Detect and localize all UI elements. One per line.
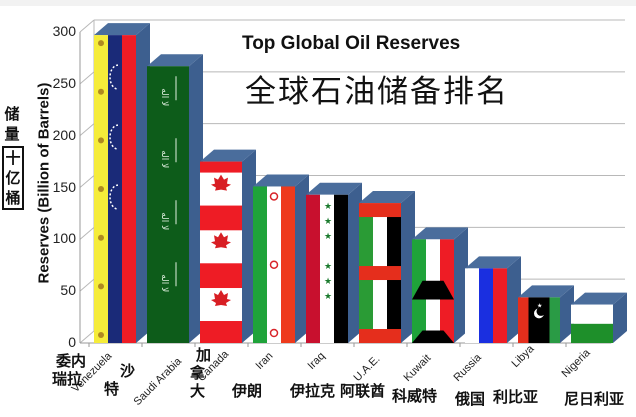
y-axis-label-zh: 储 量 (2, 104, 22, 144)
bar-libya: ★ (518, 285, 574, 343)
svg-text:لا اله: لا اله (159, 88, 169, 106)
svg-text:لا اله: لا اله (159, 212, 169, 230)
y-axis-unit-char: 十 (5, 149, 21, 167)
y-axis-unit-char: 桶 (5, 189, 21, 207)
svg-text:★: ★ (324, 217, 332, 227)
bar-kuwait (412, 227, 468, 343)
x-tick-label-zh: 特 (104, 380, 120, 398)
x-tick-label-zh: 沙 (120, 362, 136, 380)
svg-text:★: ★ (324, 232, 332, 242)
y-axis-label-zh-char: 量 (4, 125, 20, 143)
y-tick-label: 200 (52, 126, 76, 143)
x-tick-label-zh: 利比亚 (493, 388, 539, 406)
chart-title: Top Global Oil Reserves (242, 33, 461, 54)
x-tick-label-zh: 科威特 (392, 387, 438, 405)
svg-text:★: ★ (324, 202, 332, 212)
x-tick-label-zh: 加拿大 (190, 346, 212, 400)
bar-u-a-e- (359, 191, 415, 343)
y-tick-label: 300 (52, 23, 76, 39)
y-tick-label: 150 (52, 178, 76, 195)
x-tick-label-zh: 伊朗 (232, 382, 263, 400)
y-axis-label-zh-char: 储 (4, 105, 20, 123)
x-tick-label-zh: 阿联酋 (340, 382, 386, 400)
bar-iraq: ★ ★ ★ ★ ★ ★ (306, 182, 362, 343)
y-tick-label: 0 (68, 334, 76, 350)
bar-venezuela (94, 23, 150, 344)
bar-nigeria (571, 292, 627, 343)
x-tick-label-zh: 伊拉克 (290, 382, 336, 400)
y-tick-label: 250 (52, 74, 76, 91)
x-tick-label-zh: 尼日利亚 (564, 390, 625, 408)
svg-text:لا اله: لا اله (159, 274, 169, 292)
y-tick-label: 100 (52, 230, 76, 247)
chart-title-zh: 全球石油储备排名 (245, 74, 509, 110)
bar-canada (200, 149, 256, 343)
bar-russia (465, 256, 521, 343)
bar-iran (253, 174, 309, 343)
y-tick-label: 50 (60, 282, 76, 299)
svg-text:لا اله: لا اله (159, 150, 169, 168)
svg-text:★: ★ (324, 277, 332, 287)
svg-text:★: ★ (324, 292, 332, 302)
y-axis-unit-box: 十 亿 桶 (2, 146, 24, 210)
x-tick-label-zh: 委内 瑞拉 (52, 352, 87, 388)
y-axis-unit-char: 亿 (5, 169, 21, 187)
top-band (0, 0, 636, 6)
svg-text:★: ★ (324, 262, 332, 272)
x-tick-label-zh: 俄国 (455, 390, 486, 408)
bar-saudi-arabia: لا اله لا اله لا اله لا اله (147, 54, 203, 344)
svg-text:★: ★ (537, 302, 542, 309)
